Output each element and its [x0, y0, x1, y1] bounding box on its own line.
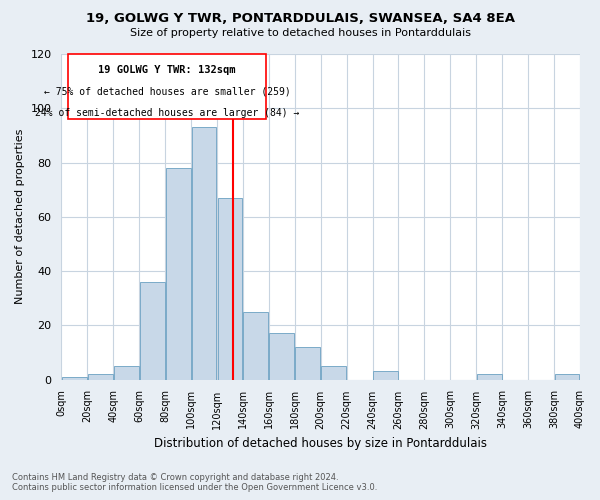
Y-axis label: Number of detached properties: Number of detached properties: [15, 129, 25, 304]
Text: Size of property relative to detached houses in Pontarddulais: Size of property relative to detached ho…: [130, 28, 470, 38]
Bar: [244, 312, 268, 380]
Bar: [218, 198, 242, 380]
Text: ← 75% of detached houses are smaller (259): ← 75% of detached houses are smaller (25…: [44, 86, 290, 97]
Text: 24% of semi-detached houses are larger (84) →: 24% of semi-detached houses are larger (…: [35, 108, 299, 118]
X-axis label: Distribution of detached houses by size in Pontarddulais: Distribution of detached houses by size …: [154, 437, 487, 450]
Bar: [88, 374, 113, 380]
Text: 19, GOLWG Y TWR, PONTARDDULAIS, SWANSEA, SA4 8EA: 19, GOLWG Y TWR, PONTARDDULAIS, SWANSEA,…: [86, 12, 515, 26]
Bar: [166, 168, 191, 380]
Bar: [269, 334, 294, 380]
FancyBboxPatch shape: [68, 54, 266, 119]
Bar: [114, 366, 139, 380]
Bar: [477, 374, 502, 380]
Bar: [191, 128, 217, 380]
Bar: [554, 374, 580, 380]
Text: 19 GOLWG Y TWR: 132sqm: 19 GOLWG Y TWR: 132sqm: [98, 65, 236, 75]
Bar: [62, 377, 87, 380]
Bar: [295, 347, 320, 380]
Bar: [373, 372, 398, 380]
Text: Contains HM Land Registry data © Crown copyright and database right 2024.
Contai: Contains HM Land Registry data © Crown c…: [12, 473, 377, 492]
Bar: [321, 366, 346, 380]
Bar: [140, 282, 164, 380]
